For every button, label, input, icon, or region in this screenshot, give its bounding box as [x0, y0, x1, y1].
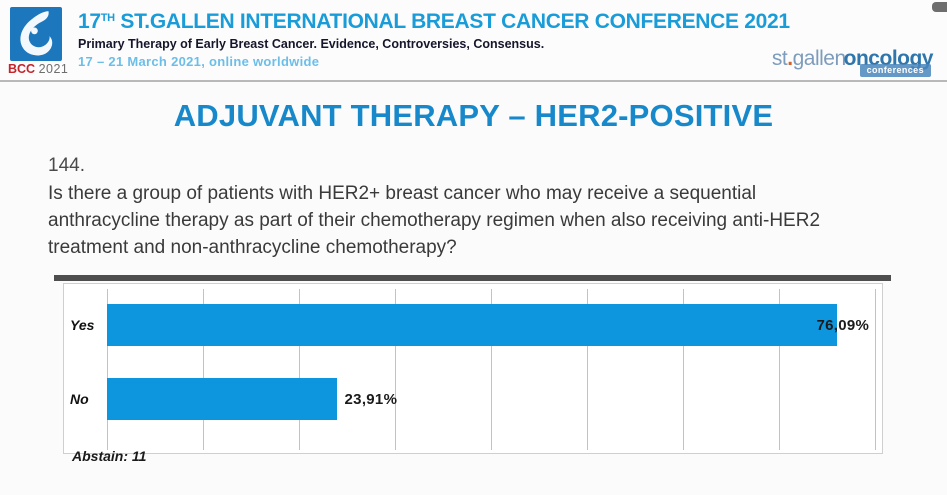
bar-value-label: 76,09%: [816, 316, 870, 334]
question-block: 144. Is there a group of patients with H…: [48, 155, 848, 262]
bar-row: Yes 76,09%: [64, 304, 882, 346]
slide-title: ADJUVANT THERAPY – HER2-POSITIVE: [173, 98, 774, 133]
bcc-logo-caption: BCC 2021: [8, 62, 72, 76]
chart-plot: Yes 76,09% No 23,91%: [63, 283, 883, 454]
gridline: [395, 289, 396, 450]
poll-results-chart: Yes 76,09% No 23,91% Abstain: 11: [0, 275, 947, 475]
gridline: [203, 289, 204, 450]
conference-title-ordinal: TH: [100, 12, 115, 24]
conference-title-text: ST.GALLEN INTERNATIONAL BREAST CANCER CO…: [114, 10, 790, 33]
bar-row: No 23,91%: [64, 378, 882, 420]
conference-subtitle: Primary Therapy of Early Breast Cancer. …: [78, 37, 545, 51]
bcc-acronym: BCC: [8, 62, 36, 76]
conference-dates: 17 – 21 March 2021, online worldwide: [78, 54, 320, 69]
logo-st: st: [771, 47, 788, 70]
gridline: [683, 289, 684, 450]
corner-artifact: [932, 2, 947, 12]
question-number: 144.: [48, 155, 85, 176]
conference-title: 17TH ST.GALLEN INTERNATIONAL BREAST CANC…: [78, 10, 790, 34]
gridline: [107, 289, 108, 450]
question-text: Is there a group of patients with HER2+ …: [48, 183, 821, 258]
bar-category-label: No: [70, 391, 89, 407]
abstain-note: Abstain: 11: [72, 448, 147, 464]
gridline: [875, 289, 876, 450]
header-text-block: 17TH ST.GALLEN INTERNATIONAL BREAST CANC…: [78, 10, 790, 69]
breast-drop-icon: [20, 11, 53, 56]
logo-dot: .: [787, 47, 793, 70]
gridline: [587, 289, 588, 450]
bar: [107, 378, 337, 420]
bar-category-label: Yes: [70, 317, 95, 333]
chart-top-strip: [54, 275, 891, 281]
conferences-badge: conferences: [859, 64, 931, 77]
gridline: [299, 289, 300, 450]
gridline: [779, 289, 780, 450]
bcc-logo: [10, 7, 62, 61]
conference-title-number: 17: [78, 10, 101, 33]
conference-header: BCC 2021 17TH ST.GALLEN INTERNATIONAL BR…: [0, 0, 947, 82]
logo-gallen: gallen: [792, 47, 847, 70]
bcc-year: 2021: [38, 62, 69, 76]
bar-value-label: 23,91%: [344, 390, 398, 408]
gridline: [491, 289, 492, 450]
bar: [107, 304, 838, 346]
header-divider: [0, 80, 947, 82]
